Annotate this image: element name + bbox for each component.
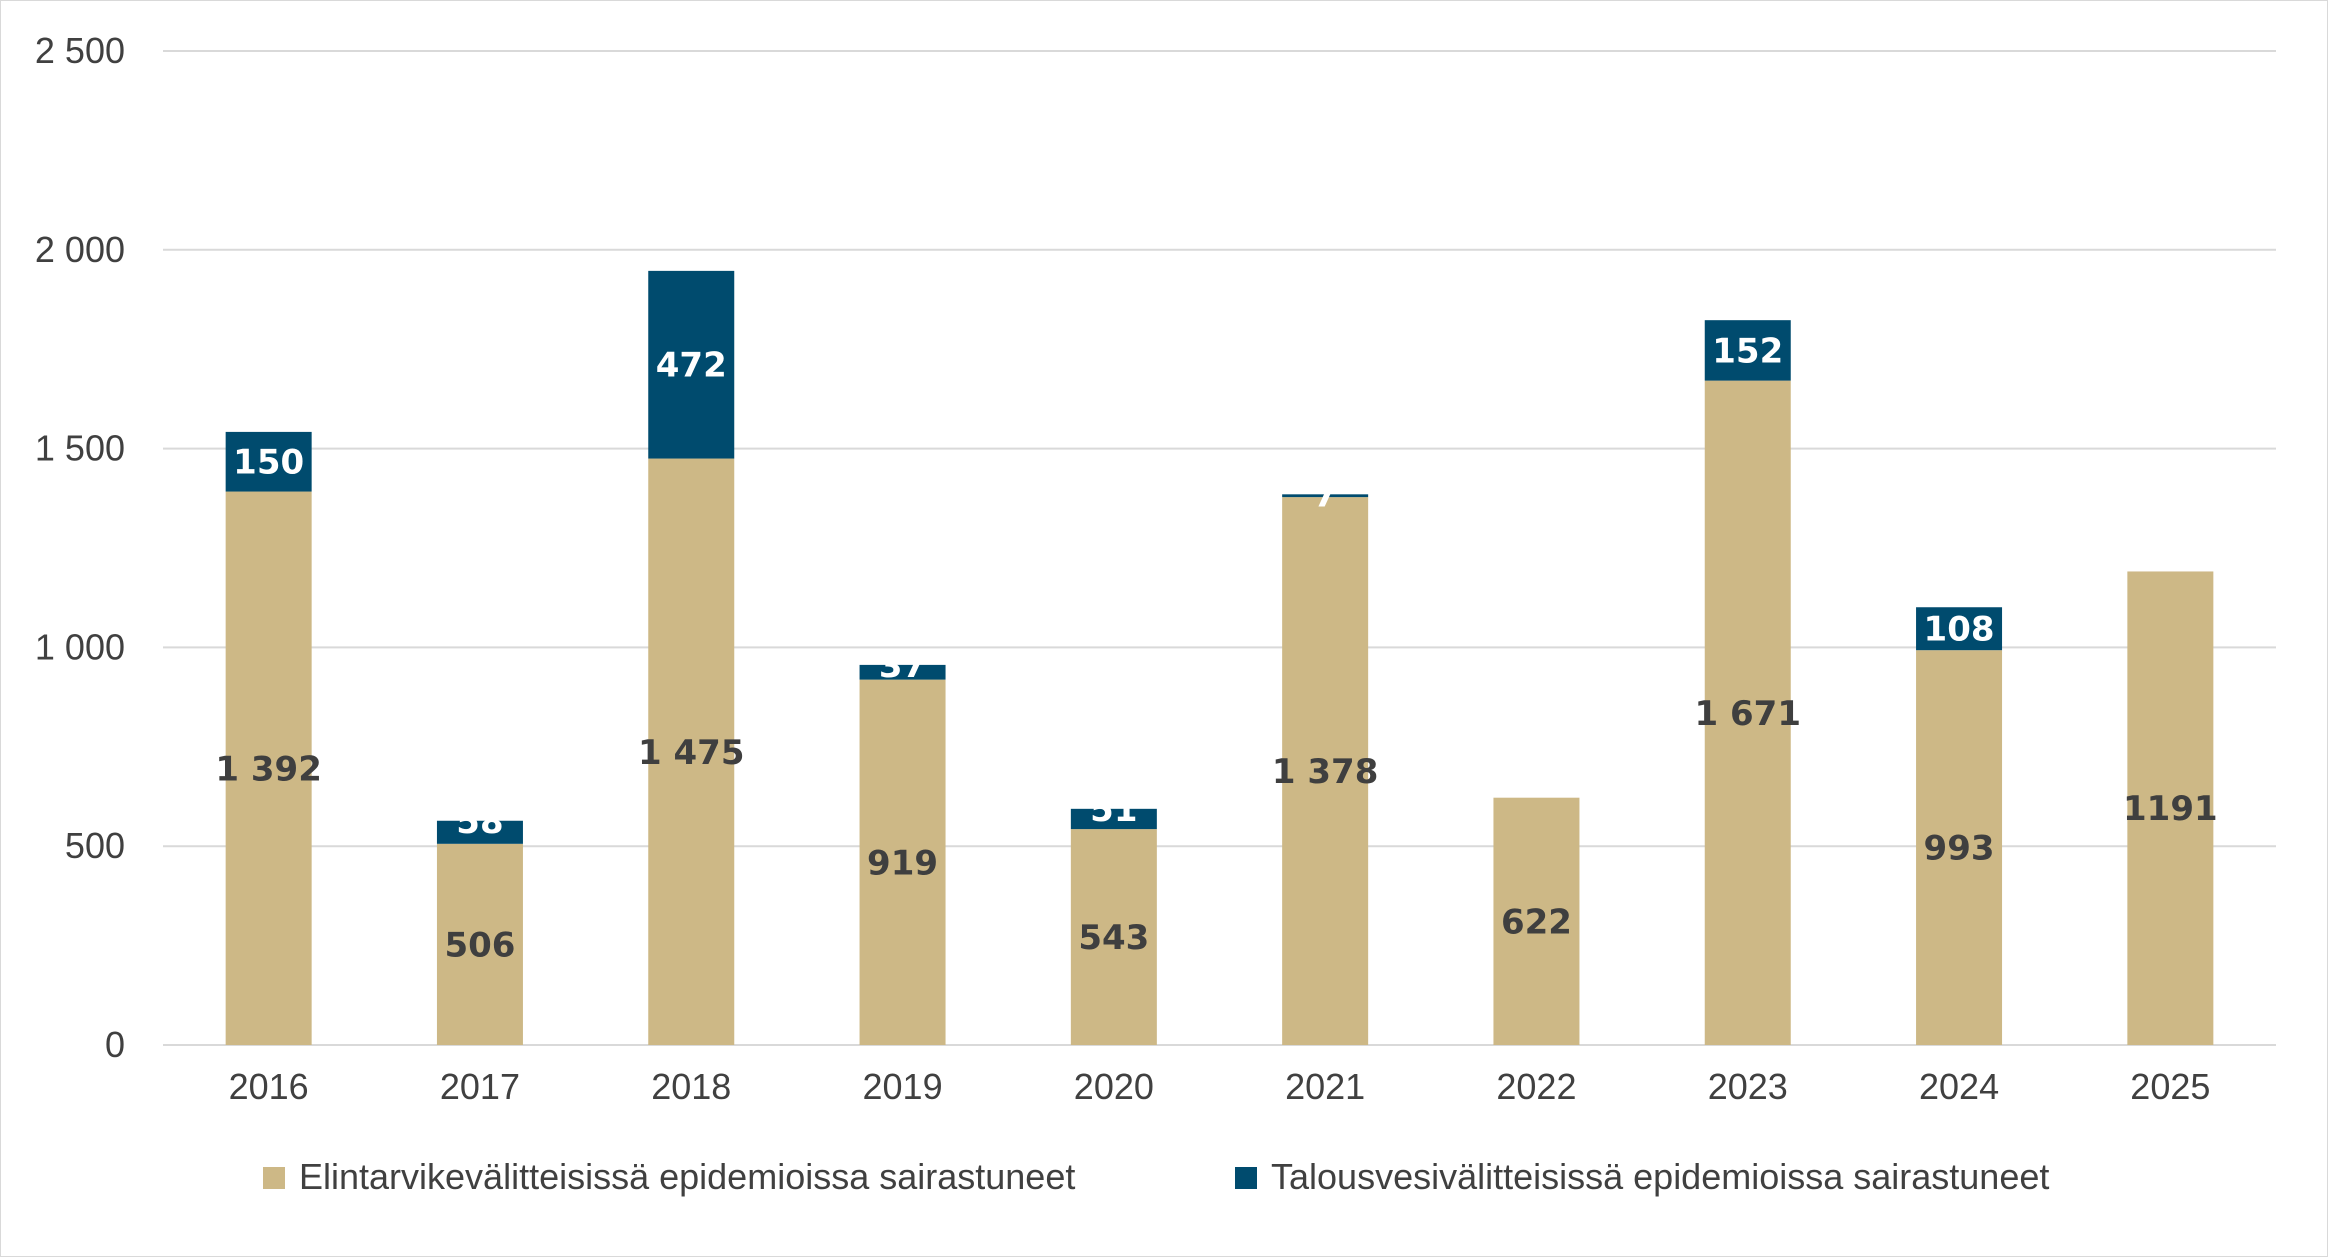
x-tick-label: 2025 (2130, 1066, 2210, 1107)
data-label-talousvesi: 150 (233, 443, 304, 483)
data-label-elintarvike: 1 392 (215, 749, 321, 789)
data-label-talousvesi: 7 (1313, 475, 1337, 515)
data-label-talousvesi: 37 (879, 646, 926, 686)
bar-elintarvike (436, 843, 523, 1045)
data-label-elintarvike: 622 (1501, 902, 1572, 942)
y-tick-label: 1 000 (35, 626, 125, 667)
data-label-elintarvike: 1 378 (1272, 752, 1378, 792)
x-tick-label: 2022 (1496, 1066, 1576, 1107)
bar-talousvesi (648, 270, 735, 459)
x-tick-label: 2024 (1919, 1066, 1999, 1107)
y-tick-label: 2 500 (35, 30, 125, 71)
x-tick-label: 2017 (440, 1066, 520, 1107)
legend-entry: Talousvesivälitteisissä epidemioissa sai… (1271, 1156, 2049, 1197)
legend-swatch (263, 1167, 285, 1189)
y-tick-label: 2 000 (35, 229, 125, 270)
data-label-talousvesi: 51 (1090, 790, 1137, 830)
data-label-talousvesi: 58 (456, 802, 503, 842)
bar-elintarvike (1493, 797, 1580, 1045)
data-label-elintarvike: 1191 (2123, 789, 2218, 829)
data-label-talousvesi: 152 (1712, 331, 1783, 371)
legend-entry: Elintarvikevälitteisissä epidemioissa sa… (299, 1156, 1075, 1197)
bars (225, 270, 2214, 1046)
bar-elintarvike (859, 679, 946, 1045)
data-label-elintarvike: 1 671 (1695, 694, 1801, 734)
bar-talousvesi (859, 664, 946, 680)
data-label-elintarvike: 919 (867, 843, 938, 883)
bar-elintarvike (1282, 497, 1369, 1046)
x-tick-label: 2018 (651, 1066, 731, 1107)
bar-talousvesi (436, 820, 523, 844)
bar-elintarvike (225, 491, 312, 1046)
data-label-elintarvike: 543 (1078, 918, 1149, 958)
x-tick-label: 2020 (1074, 1066, 1154, 1107)
data-label-talousvesi: 108 (1924, 610, 1995, 650)
x-tick-label: 2019 (863, 1066, 943, 1107)
x-axis-ticks: 2016 2017 2018 2019 2020 2021 2022 2023 2024 2025 (229, 1066, 2211, 1107)
bar-elintarvike (2127, 571, 2214, 1045)
x-tick-label: 2016 (229, 1066, 309, 1107)
bar-elintarvike (1704, 380, 1791, 1045)
data-label-talousvesi: 472 (656, 346, 727, 386)
bar-elintarvike (1916, 650, 2003, 1045)
bar-talousvesi (1916, 607, 2003, 651)
y-tick-label: 1 500 (35, 428, 125, 469)
legend: Elintarvikevälitteisissä epidemioissa sa… (263, 1156, 2049, 1197)
bar-elintarvike (648, 458, 735, 1045)
x-tick-label: 2023 (1708, 1066, 1788, 1107)
legend-swatch (1235, 1167, 1257, 1189)
data-label-elintarvike: 1 475 (638, 733, 744, 773)
bar-talousvesi (1070, 808, 1157, 830)
bar-elintarvike (1070, 829, 1157, 1045)
bar-talousvesi (1282, 494, 1369, 498)
bar-labels: 1 392 150 506 58 1 475 472 919 37 543 51 1 378 7 622… (215, 331, 2217, 965)
y-axis-ticks: 0 500 1 000 1 500 2 000 2 500 (35, 30, 125, 1065)
y-tick-label: 0 (105, 1024, 125, 1065)
bar-talousvesi (225, 431, 312, 492)
bar-talousvesi (1704, 320, 1791, 381)
data-label-elintarvike: 506 (444, 925, 515, 965)
y-tick-label: 500 (65, 825, 125, 866)
x-tick-label: 2021 (1285, 1066, 1365, 1107)
data-label-elintarvike: 993 (1924, 829, 1995, 869)
